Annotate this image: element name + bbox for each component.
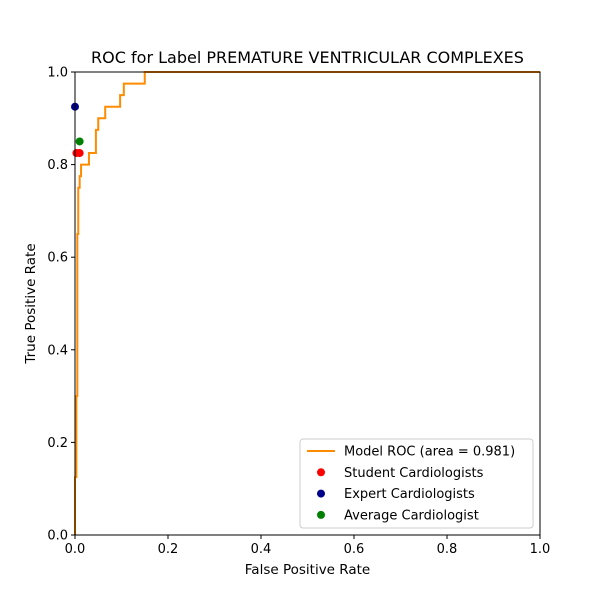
legend-swatch-expert-cardiologists <box>317 489 325 498</box>
roc-curve-line <box>74 71 540 535</box>
legend-box <box>299 438 534 529</box>
x-tick-label: 0.4 <box>251 542 272 557</box>
y-tick-label: 0.8 <box>47 158 68 173</box>
x-tick-label: 0.0 <box>65 542 86 557</box>
average-cardiologist-point <box>75 137 84 146</box>
legend-swatch-average-cardiologist <box>317 510 325 519</box>
y-tick-label: 0.2 <box>47 436 68 451</box>
x-tick-label: 1.0 <box>530 542 551 557</box>
plot-frame <box>74 71 541 536</box>
y-tick-label: 1.0 <box>47 66 68 81</box>
y-tick-label: 0.0 <box>47 529 68 544</box>
x-tick-label: 0.2 <box>158 542 179 557</box>
chart-title: ROC for Label PREMATURE VENTRICULAR COMP… <box>91 48 524 67</box>
legend-label-student-cardiologists: Student Cardiologists <box>344 466 484 481</box>
y-tick-label: 0.4 <box>47 343 68 358</box>
x-tick-label: 0.6 <box>344 542 365 557</box>
student-cardiologists-point <box>75 149 84 158</box>
legend-label-average-cardiologist: Average Cardiologist <box>344 508 479 523</box>
legend-label-expert-cardiologists: Expert Cardiologists <box>344 487 475 502</box>
legend-swatch-student-cardiologists <box>317 468 325 477</box>
legend-label-model-roc-area-0-981: Model ROC (area = 0.981) <box>344 445 515 460</box>
y-axis-label: True Positive Rate <box>23 243 39 364</box>
x-tick-label: 0.8 <box>437 542 458 557</box>
x-axis-label: False Positive Rate <box>245 562 370 578</box>
y-tick-label: 0.6 <box>47 251 68 266</box>
